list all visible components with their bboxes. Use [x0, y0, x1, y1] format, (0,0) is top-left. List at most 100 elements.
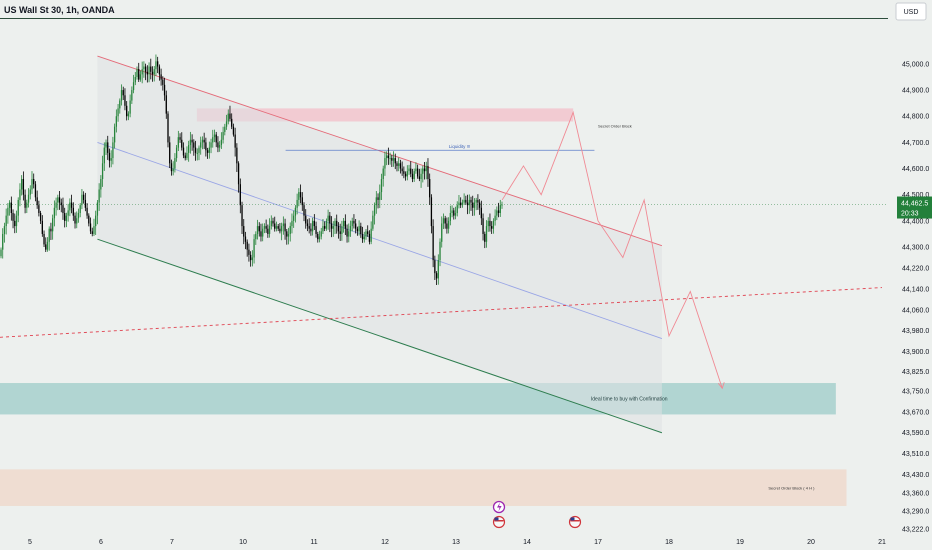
candle[interactable]	[373, 202, 376, 225]
candle[interactable]	[93, 218, 95, 237]
candle[interactable]	[239, 178, 241, 214]
candle[interactable]	[465, 195, 467, 205]
candle[interactable]	[270, 215, 272, 230]
candle[interactable]	[186, 146, 188, 161]
candles-layer[interactable]	[0, 54, 503, 285]
candle[interactable]	[310, 223, 312, 236]
candle[interactable]	[311, 217, 314, 236]
candle[interactable]	[55, 197, 57, 216]
candle[interactable]	[477, 194, 479, 210]
candle[interactable]	[17, 197, 19, 223]
candle[interactable]	[361, 226, 364, 243]
candle[interactable]	[284, 218, 286, 240]
candle[interactable]	[224, 123, 226, 136]
candle[interactable]	[196, 148, 198, 161]
candle[interactable]	[72, 202, 74, 221]
candle[interactable]	[351, 217, 353, 232]
candle[interactable]	[363, 231, 365, 243]
candle[interactable]	[138, 62, 140, 82]
candle[interactable]	[499, 199, 501, 217]
candle[interactable]	[251, 250, 254, 267]
candle[interactable]	[260, 223, 262, 242]
candle[interactable]	[298, 188, 300, 207]
candle[interactable]	[237, 161, 240, 193]
candle[interactable]	[330, 216, 333, 238]
candle[interactable]	[425, 161, 427, 180]
candle[interactable]	[64, 207, 66, 228]
candle[interactable]	[77, 208, 80, 223]
candle[interactable]	[60, 198, 62, 213]
candle[interactable]	[413, 168, 415, 182]
candle[interactable]	[132, 74, 135, 94]
candle[interactable]	[389, 152, 391, 165]
candle[interactable]	[105, 139, 107, 155]
candle[interactable]	[427, 158, 429, 187]
candle[interactable]	[241, 201, 243, 234]
candle[interactable]	[497, 202, 500, 218]
candle[interactable]	[115, 109, 118, 133]
candle[interactable]	[463, 193, 465, 205]
candle[interactable]	[360, 222, 362, 238]
candle[interactable]	[453, 207, 455, 220]
candle[interactable]	[201, 136, 204, 150]
candle[interactable]	[308, 218, 310, 234]
candle[interactable]	[337, 222, 340, 239]
candle[interactable]	[478, 199, 481, 215]
candle[interactable]	[12, 209, 14, 229]
candle[interactable]	[398, 157, 400, 172]
candle[interactable]	[468, 194, 470, 214]
candle[interactable]	[246, 239, 248, 257]
candle[interactable]	[26, 199, 28, 214]
candle[interactable]	[151, 66, 154, 82]
candle[interactable]	[437, 254, 439, 285]
candle[interactable]	[358, 220, 360, 236]
candle[interactable]	[466, 194, 469, 215]
candle[interactable]	[272, 217, 274, 227]
candle[interactable]	[58, 191, 61, 210]
candle[interactable]	[263, 223, 266, 234]
candle[interactable]	[21, 175, 23, 196]
candle[interactable]	[206, 147, 209, 159]
candle[interactable]	[188, 140, 190, 162]
candle[interactable]	[286, 228, 288, 245]
candle[interactable]	[287, 227, 290, 245]
candle[interactable]	[344, 214, 346, 235]
candle[interactable]	[423, 162, 426, 180]
candle[interactable]	[494, 209, 496, 226]
candle[interactable]	[313, 214, 315, 231]
candle[interactable]	[289, 222, 291, 242]
candle[interactable]	[236, 143, 238, 172]
candle[interactable]	[492, 218, 495, 234]
candle[interactable]	[146, 65, 148, 83]
candle[interactable]	[377, 193, 379, 209]
candle[interactable]	[491, 221, 493, 234]
candle[interactable]	[403, 166, 405, 179]
candle[interactable]	[43, 230, 45, 248]
candle[interactable]	[303, 202, 305, 222]
candle[interactable]	[34, 181, 37, 202]
candle[interactable]	[86, 203, 88, 219]
candle[interactable]	[134, 72, 136, 86]
candle[interactable]	[327, 209, 329, 230]
candle[interactable]	[10, 196, 12, 221]
candle[interactable]	[160, 68, 162, 86]
candle[interactable]	[277, 224, 279, 232]
candle[interactable]	[117, 103, 119, 122]
candle[interactable]	[157, 56, 159, 74]
candle[interactable]	[8, 200, 11, 216]
candle[interactable]	[368, 230, 371, 245]
event-icons[interactable]	[492, 500, 582, 529]
candle[interactable]	[489, 213, 491, 232]
candle[interactable]	[79, 203, 81, 218]
candle[interactable]	[396, 161, 398, 172]
candle[interactable]	[475, 197, 477, 211]
candle[interactable]	[153, 66, 155, 82]
candle[interactable]	[231, 113, 233, 130]
candle[interactable]	[76, 211, 78, 229]
candle[interactable]	[322, 219, 324, 234]
candle[interactable]	[248, 243, 250, 262]
candle[interactable]	[244, 231, 247, 250]
candle[interactable]	[213, 129, 216, 143]
candle[interactable]	[416, 164, 419, 179]
